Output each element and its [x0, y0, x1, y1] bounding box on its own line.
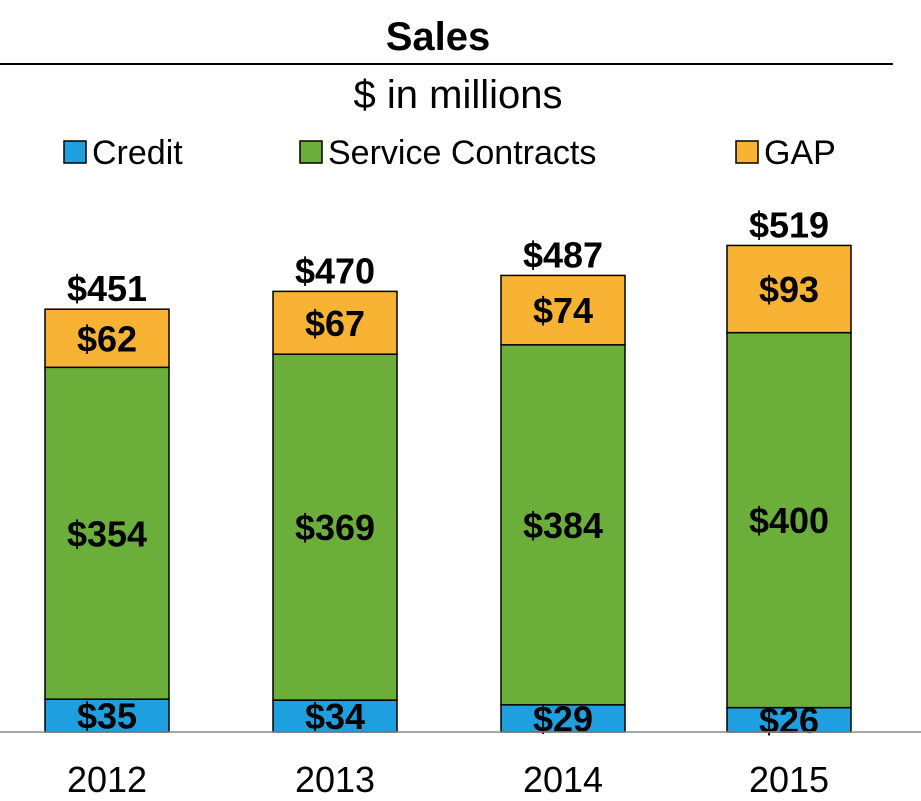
- bar-segment-service-contracts-2015: [726, 331, 852, 709]
- total-label-2013: $470: [295, 250, 375, 291]
- legend-swatch-credit: [63, 140, 87, 164]
- segment-label-service-contracts-2014: $384: [523, 505, 603, 546]
- bar-segment-credit-2014: [500, 704, 626, 733]
- chart-subtitle: $ in millions: [354, 73, 563, 117]
- segment-label-service-contracts-2012: $354: [67, 513, 147, 554]
- total-label-2014: $487: [523, 234, 603, 275]
- category-label-2015: 2015: [749, 759, 829, 800]
- bar-segment-gap-2015: [726, 244, 852, 334]
- segment-label-gap-2012: $62: [77, 318, 137, 359]
- segment-label-gap-2015: $93: [759, 269, 819, 310]
- legend-swatch-service-contracts: [299, 140, 323, 164]
- total-label-2015: $519: [749, 204, 829, 245]
- category-label-2013: 2013: [295, 759, 375, 800]
- chart-title: Sales: [386, 15, 491, 59]
- bar-segment-gap-2014: [500, 274, 626, 346]
- segment-label-credit-2013: $34: [305, 696, 365, 737]
- bar-segment-service-contracts-2013: [272, 353, 398, 701]
- segment-label-service-contracts-2015: $400: [749, 500, 829, 541]
- bar-segment-gap-2013: [272, 290, 398, 355]
- segment-label-service-contracts-2013: $369: [295, 507, 375, 548]
- total-label-2012: $451: [67, 268, 147, 309]
- segment-label-credit-2012: $35: [77, 696, 137, 737]
- bar-segment-gap-2012: [44, 308, 170, 369]
- bar-segment-service-contracts-2014: [500, 344, 626, 706]
- legend-swatch-gap: [735, 140, 759, 164]
- segment-label-gap-2014: $74: [533, 290, 593, 331]
- x-axis-labels: 2012 2013 2014 2015: [67, 759, 829, 800]
- bar-segment-service-contracts-2012: [44, 366, 170, 700]
- legend: Credit Service Contracts GAP: [63, 134, 836, 172]
- legend-label-service-contracts: Service Contracts: [328, 134, 596, 172]
- category-label-2012: 2012: [67, 759, 147, 800]
- bars: $35$354$62$451$34$369$67$470$29$384$74$4…: [44, 204, 852, 741]
- legend-label-gap: GAP: [764, 134, 836, 172]
- legend-label-credit: Credit: [92, 134, 183, 172]
- category-label-2014: 2014: [523, 759, 603, 800]
- segment-label-gap-2013: $67: [305, 303, 365, 344]
